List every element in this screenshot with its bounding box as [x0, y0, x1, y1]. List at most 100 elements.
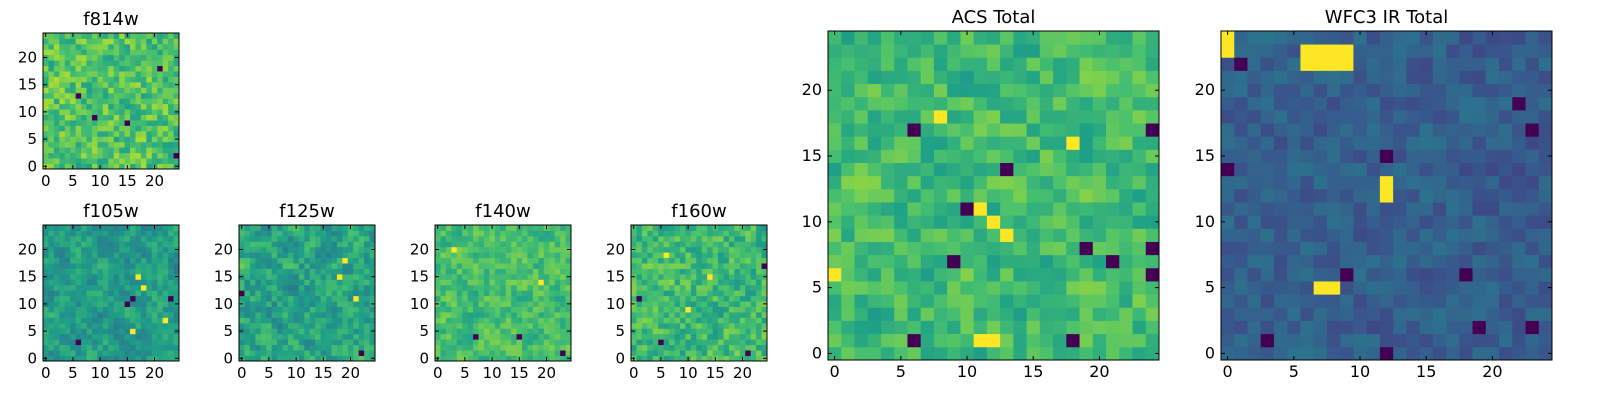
- heatmap-cell: [1525, 320, 1540, 335]
- heatmap-cell: [315, 241, 321, 248]
- heatmap-cell: [445, 279, 452, 286]
- heatmap-cell: [933, 215, 948, 229]
- heatmap-cell: [119, 268, 125, 275]
- heatmap-cell: [960, 281, 975, 295]
- heatmap-cell: [86, 81, 93, 88]
- heatmap-cell: [108, 252, 115, 259]
- heatmap-cell: [522, 339, 528, 346]
- heatmap-cell: [880, 96, 895, 111]
- heatmap-cell: [320, 273, 327, 280]
- heatmap-cell: [867, 188, 882, 203]
- heatmap-cell: [933, 241, 948, 256]
- heatmap-cell: [1092, 83, 1107, 98]
- heatmap-cell: [867, 241, 882, 256]
- heatmap-cell: [119, 350, 125, 356]
- heatmap-cell: [162, 120, 169, 126]
- heatmap-cell: [1145, 294, 1160, 308]
- heatmap-cell: [674, 339, 681, 346]
- heatmap-cell: [828, 109, 842, 124]
- heatmap-cell: [249, 317, 256, 324]
- heatmap-cell: [244, 344, 251, 351]
- heatmap-cell: [543, 344, 550, 351]
- heatmap-cell: [173, 306, 180, 313]
- heatmap-cell: [75, 60, 82, 67]
- heatmap-cell: [130, 312, 136, 318]
- heatmap-cell: [124, 268, 131, 275]
- heatmap-cell: [369, 263, 376, 269]
- heatmap-cell: [70, 344, 77, 351]
- heatmap-cell: [48, 87, 55, 94]
- heatmap-cell: [113, 49, 120, 56]
- heatmap-cell: [282, 301, 289, 307]
- heatmap-cell: [1026, 123, 1041, 137]
- heatmap-cell: [554, 273, 561, 280]
- heatmap-cell: [168, 328, 174, 335]
- heatmap-cell: [554, 225, 561, 231]
- heatmap-cell: [239, 333, 245, 340]
- heatmap-cell: [331, 350, 338, 356]
- heatmap-cell: [1092, 109, 1107, 124]
- heatmap-cell: [1145, 109, 1160, 124]
- heatmap-cell: [173, 125, 180, 132]
- heatmap-cell: [1234, 267, 1248, 282]
- heatmap-cell: [64, 322, 71, 329]
- heatmap-cell: [342, 263, 349, 269]
- heatmap-cell: [641, 246, 648, 253]
- heatmap-cell: [135, 268, 142, 275]
- heatmap-cell: [440, 339, 447, 346]
- heatmap-cell: [1053, 281, 1067, 295]
- heatmap-cell: [478, 339, 485, 346]
- heatmap-cell: [1066, 228, 1080, 242]
- heatmap-cell: [1485, 136, 1500, 150]
- heatmap-cell: [277, 230, 283, 237]
- heatmap-cell: [880, 136, 895, 150]
- heatmap-cell: [1459, 109, 1473, 124]
- heatmap-cell: [353, 312, 360, 318]
- heatmap-cell: [97, 284, 104, 291]
- heatmap-cell: [157, 60, 164, 67]
- heatmap-cell: [435, 284, 441, 291]
- heatmap-cell: [369, 284, 376, 291]
- heatmap-cell: [293, 339, 300, 346]
- heatmap-cell: [1406, 333, 1420, 348]
- heatmap-cell: [336, 306, 343, 313]
- heatmap-cell: [538, 230, 545, 237]
- heatmap-cell: [293, 284, 300, 291]
- heatmap-cell: [854, 215, 869, 229]
- heatmap-cell: [353, 306, 360, 313]
- heatmap-cell: [113, 141, 120, 148]
- heatmap-cell: [266, 317, 273, 324]
- heatmap-cell: [70, 339, 77, 346]
- heatmap-cell: [532, 225, 539, 231]
- heatmap-cell: [947, 228, 961, 242]
- heatmap-cell: [894, 333, 908, 348]
- heatmap-cell: [140, 81, 147, 88]
- heatmap-cell: [135, 109, 142, 115]
- heatmap-cell: [81, 33, 87, 39]
- heatmap-cell: [260, 322, 267, 329]
- heatmap-cell: [59, 333, 66, 340]
- heatmap-cell: [734, 235, 741, 242]
- heatmap-cell: [1446, 70, 1460, 85]
- heatmap-cell: [353, 322, 360, 329]
- heatmap-cell: [168, 114, 174, 121]
- heatmap-cell: [102, 279, 109, 286]
- heatmap-cell: [48, 290, 55, 297]
- heatmap-cell: [119, 257, 125, 264]
- heatmap-cell: [102, 54, 109, 61]
- heatmap-cell: [287, 312, 294, 318]
- heatmap-cell: [1145, 281, 1160, 295]
- heatmap-cell: [59, 350, 66, 356]
- heatmap-cell: [277, 344, 283, 351]
- heatmap-cell: [244, 328, 251, 335]
- heatmap-cell: [108, 355, 115, 362]
- y-tick-label: 5: [615, 322, 625, 340]
- x-tick-label: 15: [314, 364, 333, 382]
- heatmap-cell: [658, 301, 665, 307]
- heatmap-cell: [364, 246, 370, 253]
- heatmap-cell: [1512, 31, 1526, 45]
- heatmap-cell: [146, 263, 153, 269]
- heatmap-cell: [1538, 96, 1553, 111]
- heatmap-cell: [64, 54, 71, 61]
- heatmap-cell: [130, 49, 136, 56]
